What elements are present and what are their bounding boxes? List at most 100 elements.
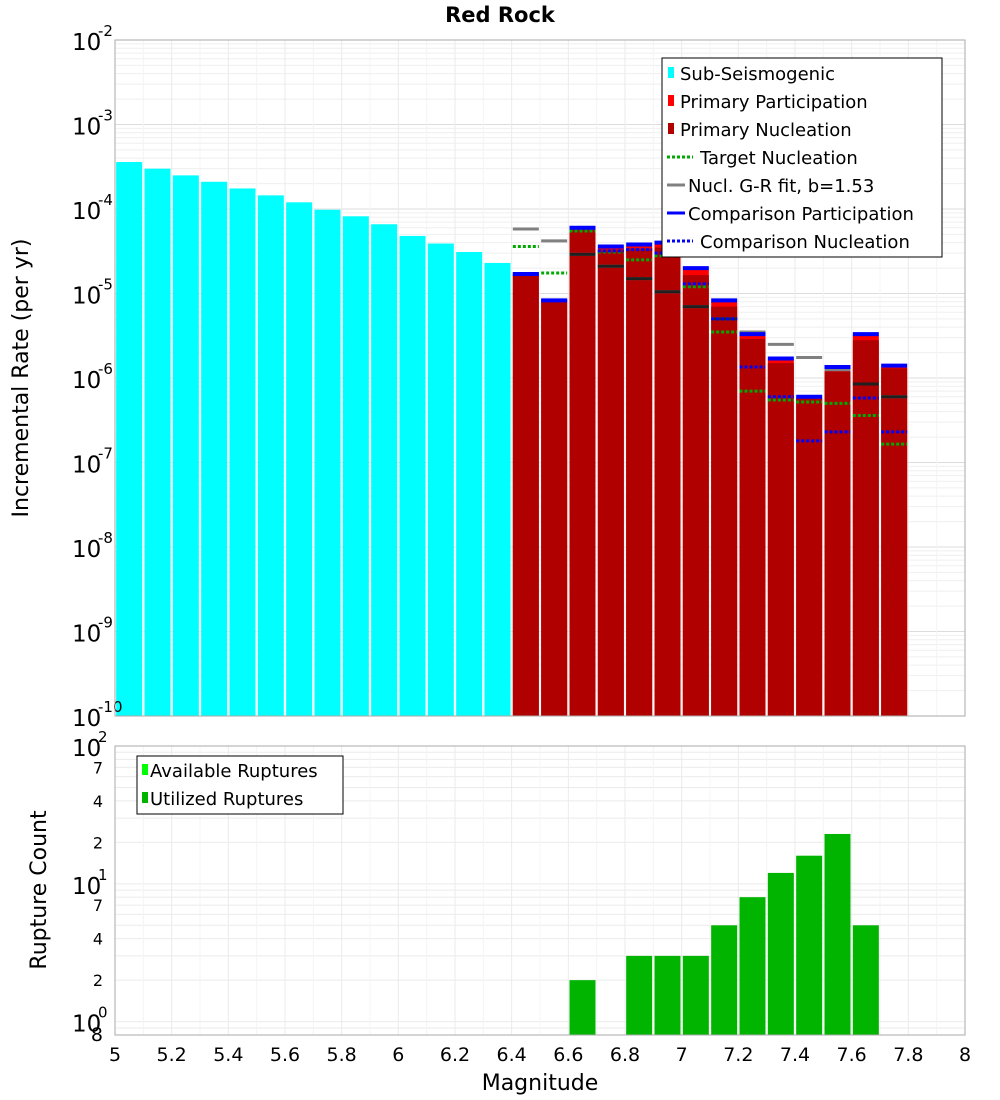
bar-sub-seismogenic: [314, 209, 341, 716]
bottom-y-axis-label: Rupture Count: [27, 810, 52, 970]
bar-utilized-ruptures: [569, 980, 596, 1035]
x-tick-label: 6.4: [497, 1044, 527, 1066]
bottom-y-tick-label: 8: [91, 1024, 103, 1046]
bottom-y-tick-label: 7: [93, 896, 103, 915]
bottom-x-ticks: 5 5.2 5.4 5.6 5.8 6 6.2 6.4 6.6 6.8 7 7.2 7.4 7.6 7.8 8: [109, 1044, 971, 1066]
bar-sub-seismogenic: [484, 262, 511, 716]
bar-primary-nucleation: [796, 397, 823, 716]
bar-utilized-ruptures: [796, 855, 823, 1035]
top-y-tick-label: 10: [72, 706, 101, 732]
bar-primary-nucleation: [824, 371, 851, 716]
top-y-tick-exponent: -6: [98, 360, 113, 378]
bar-sub-seismogenic: [342, 216, 369, 717]
top-y-tick-label: 10: [72, 284, 101, 310]
bar-sub-seismogenic: [399, 235, 426, 716]
bar-sub-seismogenic: [371, 224, 398, 716]
bar-sub-seismogenic: [257, 195, 284, 717]
bar-sub-seismogenic: [229, 188, 256, 717]
top-y-tick-label: 10: [72, 30, 101, 56]
x-tick-label: 7.6: [837, 1044, 867, 1066]
legend-label-sub-seismogenic: Sub-Seismogenic: [680, 64, 835, 85]
bar-primary-nucleation: [852, 340, 879, 716]
bottom-y-tick-exponent: 1: [98, 866, 108, 884]
bottom-legend-box: [136, 755, 344, 815]
x-tick-label: 6: [392, 1044, 404, 1066]
bottom-bars: [569, 833, 879, 1035]
x-tick-label: 6.2: [440, 1044, 470, 1066]
legend-label-comparison-participation: Comparison Participation: [688, 204, 914, 225]
bottom-plot-border: [114, 745, 966, 1036]
top-plot-border: [114, 39, 966, 717]
top-y-tick-exponent: -10: [98, 698, 123, 716]
bottom-y-tick-label: 4: [93, 792, 103, 811]
top-y-tick-exponent: -9: [98, 614, 113, 632]
x-tick-label: 5.8: [327, 1044, 357, 1066]
legend-label-available-ruptures: Available Ruptures: [150, 761, 318, 782]
top-y-tick-exponent: -7: [98, 445, 113, 463]
top-legend: Sub-Seismogenic Primary Participation Pr…: [661, 57, 943, 258]
bar-primary-nucleation: [626, 248, 653, 716]
bar-utilized-ruptures: [682, 955, 709, 1035]
x-tick-label: 7.2: [723, 1044, 753, 1066]
top-y-tick-label: 10: [72, 115, 101, 141]
legend-label-gr-fit: Nucl. G-R fit, b=1.53: [688, 176, 874, 197]
legend-swatch-utilized-ruptures: [142, 792, 148, 803]
bar-utilized-ruptures: [852, 925, 879, 1035]
bottom-legend: Available Ruptures Utilized Ruptures: [136, 755, 344, 815]
bar-primary-nucleation: [739, 338, 766, 716]
bar-sub-seismogenic: [286, 202, 313, 716]
bottom-y-tick-label: 10: [72, 736, 101, 762]
x-tick-label: 6.8: [610, 1044, 640, 1066]
legend-swatch-primary-participation: [668, 95, 674, 106]
bar-sub-seismogenic: [201, 181, 228, 717]
x-axis-label: Magnitude: [482, 1071, 599, 1096]
legend-label-comparison-nucleation: Comparison Nucleation: [700, 232, 910, 253]
legend-swatch-sub-seismogenic: [668, 67, 674, 78]
bar-primary-nucleation: [541, 301, 568, 716]
legend-swatch-available-ruptures: [142, 764, 148, 775]
x-tick-label: 6.6: [553, 1044, 583, 1066]
bar-utilized-ruptures: [767, 872, 794, 1035]
bar-utilized-ruptures: [711, 925, 738, 1035]
bar-primary-nucleation: [711, 306, 738, 716]
bar-primary-nucleation: [597, 249, 624, 716]
top-y-tick-exponent: -3: [98, 107, 113, 125]
top-y-tick-exponent: -2: [98, 22, 113, 40]
legend-label-primary-participation: Primary Participation: [680, 92, 868, 113]
bar-sub-seismogenic: [456, 251, 483, 717]
top-y-tick-label: 10: [72, 622, 101, 648]
bar-sub-seismogenic: [172, 175, 199, 716]
x-tick-label: 5.6: [270, 1044, 300, 1066]
x-tick-label: 8: [959, 1044, 971, 1066]
x-tick-label: 7: [676, 1044, 688, 1066]
top-y-tick-exponent: -4: [98, 191, 113, 209]
bar-primary-nucleation: [881, 368, 908, 716]
bar-utilized-ruptures: [824, 833, 851, 1035]
top-bars: [116, 161, 908, 717]
bar-utilized-ruptures: [626, 955, 653, 1035]
bottom-y-tick-exponent: 0: [98, 1004, 108, 1022]
bar-primary-nucleation: [512, 275, 539, 716]
bar-utilized-ruptures: [654, 955, 681, 1035]
legend-label-utilized-ruptures: Utilized Ruptures: [150, 789, 303, 810]
top-y-tick-label: 10: [72, 537, 101, 563]
bar-primary-nucleation: [682, 275, 709, 716]
bottom-y-tick-label: 4: [93, 930, 103, 949]
top-y-axis-label: Incremental Rate (per yr): [9, 239, 34, 518]
bottom-y-tick-label: 10: [72, 874, 101, 900]
bar-utilized-ruptures: [739, 897, 766, 1035]
bottom-y-tick-label: 7: [93, 758, 103, 777]
bar-sub-seismogenic: [116, 161, 143, 716]
top-rate-lines: [512, 225, 908, 446]
top-y-tick-label: 10: [72, 199, 101, 225]
bottom-y-tick-label: 2: [93, 833, 103, 852]
x-tick-label: 5: [109, 1044, 121, 1066]
bar-primary-nucleation: [569, 228, 596, 716]
legend-label-target-nucleation: Target Nucleation: [699, 148, 858, 169]
bottom-y-tick-exponent: 2: [98, 728, 108, 746]
legend-label-primary-nucleation: Primary Nucleation: [680, 120, 852, 141]
top-legend-box: [661, 57, 943, 258]
